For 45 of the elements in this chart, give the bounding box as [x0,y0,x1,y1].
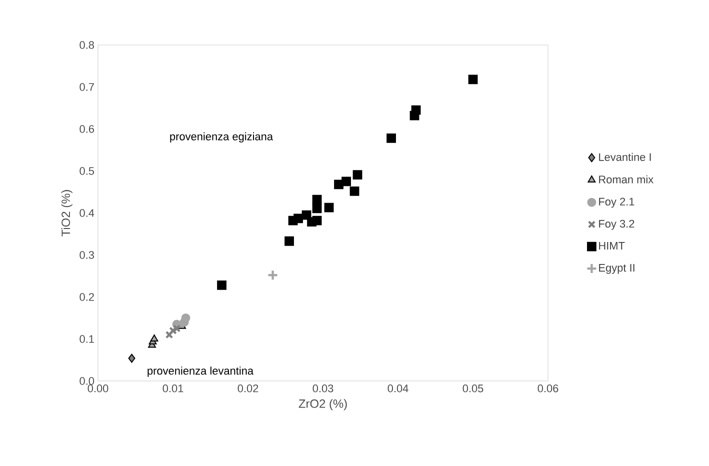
legend-label: Egypt II [599,264,634,274]
point [165,330,174,339]
point [284,236,294,246]
y-tick-label: 0.7 [80,83,94,91]
point [411,105,421,115]
legend-label: HIMT [599,242,625,250]
y-tick-label: 0.6 [80,125,94,133]
x-tick-label: 0.01 [162,384,184,392]
point [169,326,177,335]
y-tick-label: 0.1 [80,335,94,343]
x-tick-label: 0.05 [462,384,484,392]
point [352,170,362,180]
point [128,354,136,363]
x-tick-label: 0.00 [88,384,108,392]
point [468,74,478,84]
x-tick-label: 0.04 [388,384,408,392]
point [350,186,360,196]
point [312,204,322,214]
x-tick-label: 0.06 [538,384,558,392]
point [324,202,334,212]
point [386,134,396,143]
x-tick-label: 0.02 [238,384,258,392]
legend-label: Roman mix [599,175,654,184]
y-tick-label: 0.8 [80,41,94,49]
y-tick-label: 0.2 [80,293,94,301]
point [342,176,351,186]
x-tick-label: 0.03 [312,384,334,392]
point [294,214,303,224]
y-tick-label: 0.0 [80,377,94,385]
x-axis-title: ZrO2 (%) [298,399,347,410]
point [217,280,226,290]
point [312,216,322,226]
y-axis-title: TiO2 (%) [61,190,72,236]
legend-label: Levantine I [599,152,651,161]
y-tick-label: 0.3 [80,251,94,259]
y-tick-label: 0.5 [80,167,94,175]
annotation: provenienza levantina [148,366,254,377]
point [150,334,158,342]
annotation: provenienza egiziana [170,132,273,142]
point [172,324,181,332]
y-tick-label: 0.4 [80,209,94,217]
point [181,313,190,322]
point [267,270,278,281]
legend-label: Foy 2.1 [599,198,634,208]
legend-label: Foy 3.2 [599,220,634,230]
